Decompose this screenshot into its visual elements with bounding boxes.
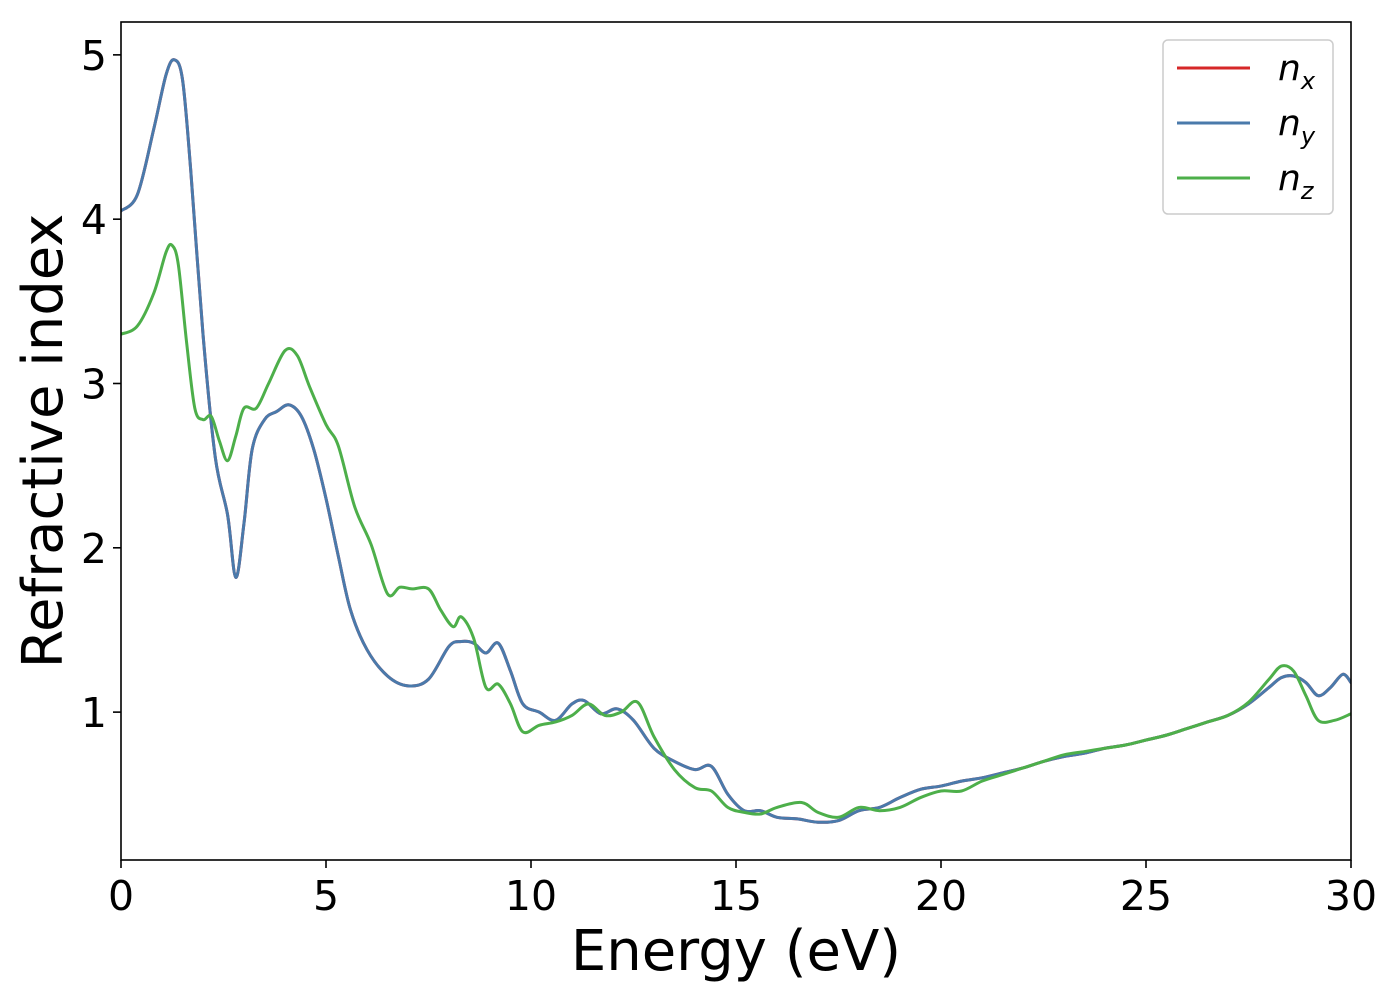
series-layer bbox=[121, 58, 1351, 824]
legend: nx ny nz bbox=[1162, 39, 1334, 215]
legend-label-x: nx bbox=[1278, 48, 1316, 95]
y-tick-label: 3 bbox=[81, 360, 107, 408]
y-axis-title: Refractive index bbox=[11, 214, 76, 669]
x-axis-title: Energy (eV) bbox=[571, 919, 901, 984]
legend-box bbox=[1162, 39, 1334, 215]
x-tick-label: 5 bbox=[313, 872, 339, 920]
y-axis-ticks: 1 2 3 4 5 bbox=[81, 32, 121, 737]
x-tick-label: 20 bbox=[915, 872, 967, 920]
series-line-z bbox=[121, 242, 1351, 819]
x-tick-label: 15 bbox=[710, 872, 762, 920]
legend-label-y: ny bbox=[1278, 103, 1316, 150]
x-tick-label: 0 bbox=[108, 872, 134, 920]
x-tick-label: 10 bbox=[505, 872, 557, 920]
y-tick-label: 2 bbox=[81, 525, 107, 573]
y-tick-label: 1 bbox=[81, 689, 107, 737]
legend-label-z: nz bbox=[1278, 158, 1315, 205]
y-tick-label: 5 bbox=[81, 32, 107, 80]
x-tick-label: 30 bbox=[1325, 872, 1377, 920]
x-axis-ticks: 0 5 10 15 20 25 30 bbox=[108, 860, 1377, 920]
y-tick-label: 4 bbox=[81, 196, 107, 244]
x-tick-label: 25 bbox=[1120, 872, 1172, 920]
